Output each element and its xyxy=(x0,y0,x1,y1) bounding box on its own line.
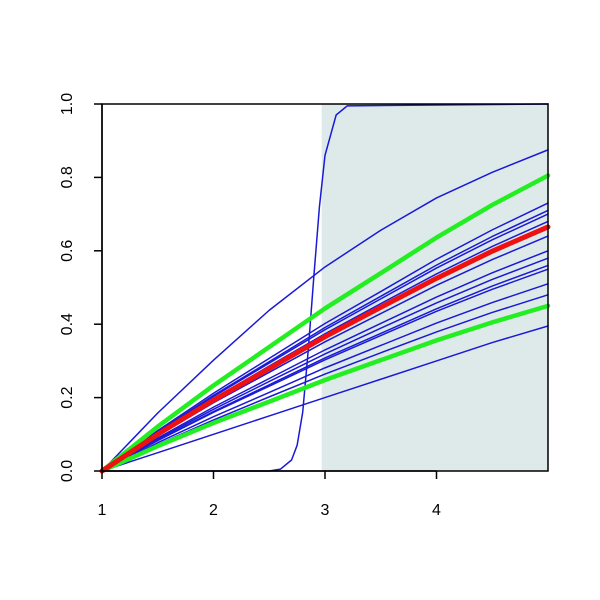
data-line xyxy=(101,149,549,472)
y-tick-label: 0.8 xyxy=(59,166,76,188)
x-tick-label: 2 xyxy=(209,502,218,519)
x-tick-label: 4 xyxy=(432,502,441,519)
data-line xyxy=(101,283,549,472)
y-tick-label: 0.6 xyxy=(59,240,76,262)
data-line xyxy=(101,250,549,472)
x-tick-label: 3 xyxy=(321,502,330,519)
y-tick-label: 0.4 xyxy=(59,313,76,335)
data-line xyxy=(101,268,549,472)
data-line xyxy=(101,103,549,472)
data-line xyxy=(99,173,551,474)
data-line xyxy=(99,303,551,474)
data-line xyxy=(99,224,551,474)
data-line xyxy=(101,257,549,472)
x-tick-label: 1 xyxy=(98,502,107,519)
y-tick-label: 1.0 xyxy=(59,93,76,115)
data-line xyxy=(101,202,549,472)
y-tick-label: 0.0 xyxy=(59,460,76,482)
data-line xyxy=(101,325,549,472)
y-tick-label: 0.2 xyxy=(59,386,76,408)
